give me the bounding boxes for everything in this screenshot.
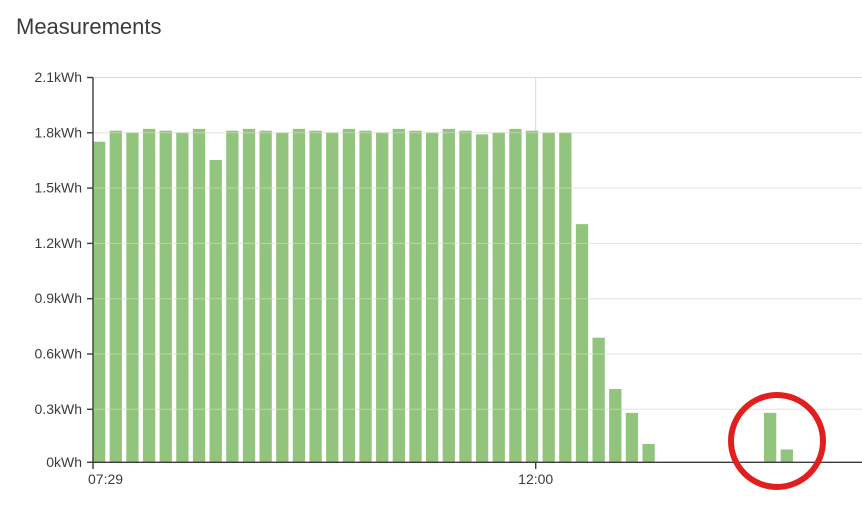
svg-text:2.1kWh: 2.1kWh bbox=[35, 69, 82, 85]
svg-text:1.8kWh: 1.8kWh bbox=[35, 124, 82, 140]
svg-text:0.9kWh: 0.9kWh bbox=[35, 290, 82, 306]
svg-text:0.6kWh: 0.6kWh bbox=[35, 346, 82, 362]
svg-text:1.2kWh: 1.2kWh bbox=[35, 235, 82, 251]
svg-text:1.5kWh: 1.5kWh bbox=[35, 180, 82, 196]
svg-text:12:00: 12:00 bbox=[518, 471, 553, 487]
svg-text:07:29: 07:29 bbox=[88, 471, 123, 487]
svg-text:0.3kWh: 0.3kWh bbox=[35, 401, 82, 417]
svg-text:0kWh: 0kWh bbox=[46, 454, 82, 470]
